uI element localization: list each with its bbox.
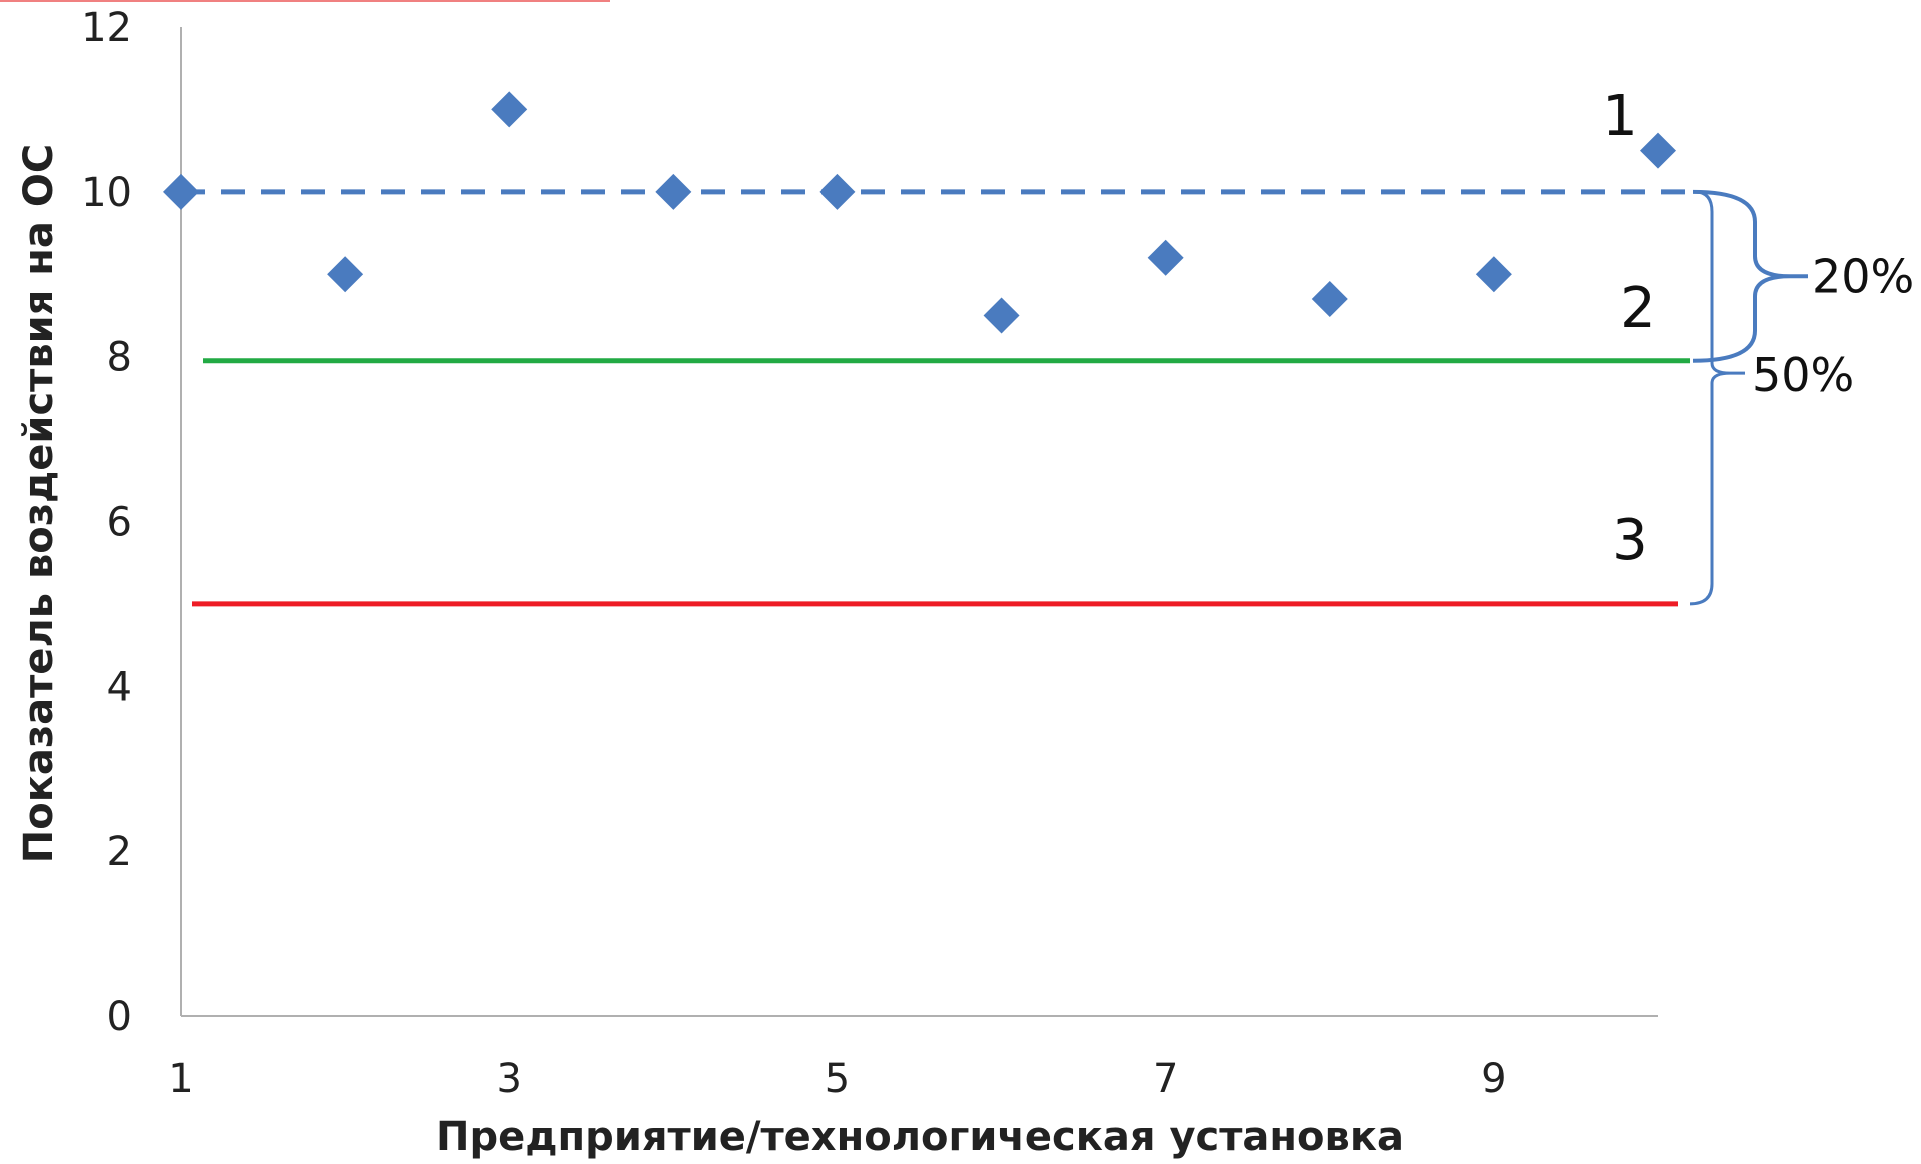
data-points xyxy=(163,91,1676,334)
x-tick-labels: 1 3 5 7 9 xyxy=(168,1056,1506,1102)
data-point xyxy=(1640,132,1676,169)
y-tick-label: 10 xyxy=(81,170,132,216)
data-point xyxy=(655,173,692,210)
bracket-lower-label: 50% xyxy=(1752,348,1854,402)
x-tick-label: 1 xyxy=(168,1056,193,1102)
data-point xyxy=(819,173,856,210)
y-axis-title: Показатель воздействия на ОС xyxy=(16,144,62,863)
data-point xyxy=(983,297,1020,334)
y-tick-label: 8 xyxy=(107,335,132,381)
data-point xyxy=(491,91,528,128)
axes xyxy=(180,27,1658,1017)
y-tick-label: 4 xyxy=(107,664,132,710)
x-tick-label: 3 xyxy=(496,1056,521,1102)
y-tick-label: 6 xyxy=(107,500,132,546)
data-point xyxy=(327,256,364,293)
reference-lines xyxy=(181,189,1700,607)
data-point xyxy=(1475,256,1512,293)
y-tick-label: 0 xyxy=(107,994,132,1040)
line-label-2: 2 xyxy=(1620,276,1656,341)
x-axis-title: Предприятие/технологическая установка xyxy=(436,1114,1404,1160)
line-label-1: 1 xyxy=(1602,84,1638,149)
x-tick-label: 5 xyxy=(825,1056,850,1102)
data-point xyxy=(163,173,199,210)
data-point xyxy=(1147,239,1184,276)
x-tick-label: 7 xyxy=(1153,1056,1178,1102)
line-labels: 1 2 3 xyxy=(1602,84,1656,573)
y-tick-label: 12 xyxy=(81,5,132,51)
brackets: 20% 50% xyxy=(1689,189,1914,606)
x-tick-label: 9 xyxy=(1481,1056,1506,1102)
bracket-lower xyxy=(1689,190,1745,606)
line-label-3: 3 xyxy=(1612,508,1648,573)
data-point xyxy=(1311,280,1348,317)
y-tick-labels: 0 2 4 6 8 10 12 xyxy=(81,5,132,1040)
bracket-upper xyxy=(1692,189,1808,363)
y-tick-label: 2 xyxy=(107,829,132,875)
bracket-upper-label: 20% xyxy=(1812,249,1914,303)
